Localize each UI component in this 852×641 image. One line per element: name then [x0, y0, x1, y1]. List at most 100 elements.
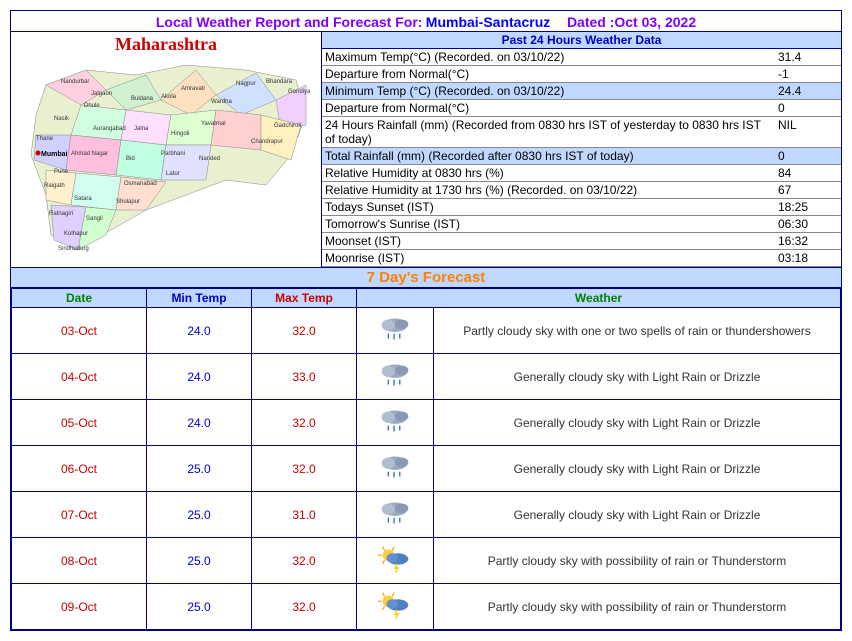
forecast-header-row: Date Min Temp Max Temp Weather — [12, 289, 841, 308]
map-title: Maharashtra — [11, 32, 321, 55]
svg-text:Jalna: Jalna — [134, 126, 149, 132]
cell-date: 07-Oct — [12, 492, 147, 538]
report-header: Local Weather Report and Forecast For: M… — [11, 11, 841, 31]
past24-value: 03:18 — [775, 250, 841, 266]
cell-desc: Partly cloudy sky with possibility of ra… — [434, 538, 841, 584]
svg-text:Amravati: Amravati — [181, 86, 205, 92]
svg-text:Dhule: Dhule — [84, 103, 100, 109]
header-location[interactable]: Mumbai-Santacruz — [426, 14, 550, 30]
forecast-row: 06-Oct25.032.0Generally cloudy sky with … — [12, 446, 841, 492]
cell-min: 24.0 — [147, 354, 252, 400]
cell-min: 24.0 — [147, 400, 252, 446]
cell-icon — [357, 308, 434, 354]
past24-value: 67 — [775, 182, 841, 198]
forecast-title: 7 Day's Forecast — [11, 268, 841, 288]
past24-row: Minimum Temp (°C) (Recorded. on 03/10/22… — [322, 83, 841, 100]
past24-value: 06:30 — [775, 216, 841, 232]
weather-rain-icon — [376, 314, 414, 344]
past24-row: Departure from Normal(°C)0 — [322, 100, 841, 117]
svg-text:Raigath: Raigath — [44, 183, 65, 189]
past24-row: Relative Humidity at 1730 hrs (%) (Recor… — [322, 182, 841, 199]
svg-text:Nanded: Nanded — [199, 156, 220, 162]
past24-label: Tomorrow's Sunrise (IST) — [322, 216, 775, 232]
cell-date: 04-Oct — [12, 354, 147, 400]
forecast-row: 03-Oct24.032.0 Partly cloudy sky with one… — [12, 308, 841, 354]
weather-storm-icon — [376, 544, 414, 574]
cell-desc: Generally cloudy sky with Light Rain or … — [434, 400, 841, 446]
weather-storm-icon — [376, 590, 414, 620]
svg-text:Aurangabad: Aurangabad — [93, 126, 126, 132]
past24-label: Moonrise (IST) — [322, 250, 775, 266]
svg-text:Bhandara: Bhandara — [266, 79, 293, 85]
svg-text:Buldana: Buldana — [131, 96, 154, 102]
past24-row: Total Rainfall (mm) (Recorded after 0830… — [322, 148, 841, 165]
past24-label: Moonset (IST) — [322, 233, 775, 249]
svg-text:Pune: Pune — [54, 169, 69, 175]
cell-date: 09-Oct — [12, 584, 147, 630]
cell-max: 33.0 — [252, 354, 357, 400]
cell-icon — [357, 354, 434, 400]
past24-label: Todays Sunset (IST) — [322, 199, 775, 215]
cell-max: 32.0 — [252, 446, 357, 492]
cell-max: 32.0 — [252, 538, 357, 584]
cell-desc: Generally cloudy sky with Light Rain or … — [434, 492, 841, 538]
svg-text:Sangli: Sangli — [86, 216, 103, 222]
past24-value: NIL — [775, 117, 841, 147]
past24-row: Maximum Temp(°C) (Recorded. on 03/10/22)… — [322, 49, 841, 66]
cell-desc: Generally cloudy sky with Light Rain or … — [434, 354, 841, 400]
past24-value: 31.4 — [775, 49, 841, 65]
svg-text:Nandurbar: Nandurbar — [61, 79, 89, 85]
past24-value: 16:32 — [775, 233, 841, 249]
cell-date: 08-Oct — [12, 538, 147, 584]
header-prefix: Local Weather Report and Forecast For: — [156, 14, 423, 30]
cell-min: 25.0 — [147, 492, 252, 538]
cell-min: 25.0 — [147, 584, 252, 630]
svg-text:Bid: Bid — [126, 156, 135, 162]
cell-date: 03-Oct — [12, 308, 147, 354]
state-map: Maharashtra — [11, 32, 322, 267]
svg-text:Thane: Thane — [36, 136, 54, 142]
cell-icon — [357, 492, 434, 538]
svg-text:Jalgaon: Jalgaon — [91, 91, 112, 97]
past-24h-title: Past 24 Hours Weather Data — [322, 32, 841, 49]
cell-date: 05-Oct — [12, 400, 147, 446]
maharashtra-map-icon: Mumbai Nandurbar Jalgaon Buldana Akola A… — [16, 55, 316, 255]
cell-max: 31.0 — [252, 492, 357, 538]
weather-rain-icon — [376, 360, 414, 390]
cell-max: 32.0 — [252, 308, 357, 354]
forecast-row: 09-Oct25.032.0Partly cloudy sky with pos… — [12, 584, 841, 630]
past24-value: 84 — [775, 165, 841, 181]
past-24h-panel: Past 24 Hours Weather Data Maximum Temp(… — [322, 32, 841, 267]
cell-icon — [357, 584, 434, 630]
cell-desc: Partly cloudy sky with one or two spells… — [434, 308, 841, 354]
past24-label: Relative Humidity at 0830 hrs (%) — [322, 165, 775, 181]
svg-text:Osmanabad: Osmanabad — [124, 181, 157, 187]
past24-row: 24 Hours Rainfall (mm) (Recorded from 08… — [322, 117, 841, 148]
svg-text:Nasik: Nasik — [54, 116, 70, 122]
past24-row: Moonrise (IST)03:18 — [322, 250, 841, 267]
svg-text:Sindhudurg: Sindhudurg — [58, 246, 89, 252]
cell-max: 32.0 — [252, 400, 357, 446]
past24-label: Minimum Temp (°C) (Recorded. on 03/10/22… — [322, 83, 775, 99]
past24-value: 0 — [775, 148, 841, 164]
cell-icon — [357, 538, 434, 584]
forecast-row: 08-Oct25.032.0 Partly cloudy sky with pos… — [12, 538, 841, 584]
forecast-row: 05-Oct24.032.0 Generally cloudy sky with … — [12, 400, 841, 446]
svg-text:Wardha: Wardha — [211, 99, 232, 105]
cell-min: 24.0 — [147, 308, 252, 354]
col-max: Max Temp — [252, 289, 357, 308]
header-date: Dated :Oct 03, 2022 — [567, 14, 696, 30]
svg-text:Chandrapur: Chandrapur — [251, 139, 283, 145]
past24-label: Maximum Temp(°C) (Recorded. on 03/10/22) — [322, 49, 775, 65]
svg-text:Ratnagiri: Ratnagiri — [49, 211, 73, 217]
past24-row: Todays Sunset (IST)18:25 — [322, 199, 841, 216]
cell-icon — [357, 400, 434, 446]
past24-row: Tomorrow's Sunrise (IST)06:30 — [322, 216, 841, 233]
cell-min: 25.0 — [147, 538, 252, 584]
weather-rain-icon — [376, 498, 414, 528]
past24-row: Moonset (IST)16:32 — [322, 233, 841, 250]
svg-text:Sholapur: Sholapur — [116, 199, 140, 205]
cell-min: 25.0 — [147, 446, 252, 492]
svg-text:Satara: Satara — [74, 196, 92, 202]
forecast-row: 07-Oct25.031.0 Generally cloudy sky with … — [12, 492, 841, 538]
